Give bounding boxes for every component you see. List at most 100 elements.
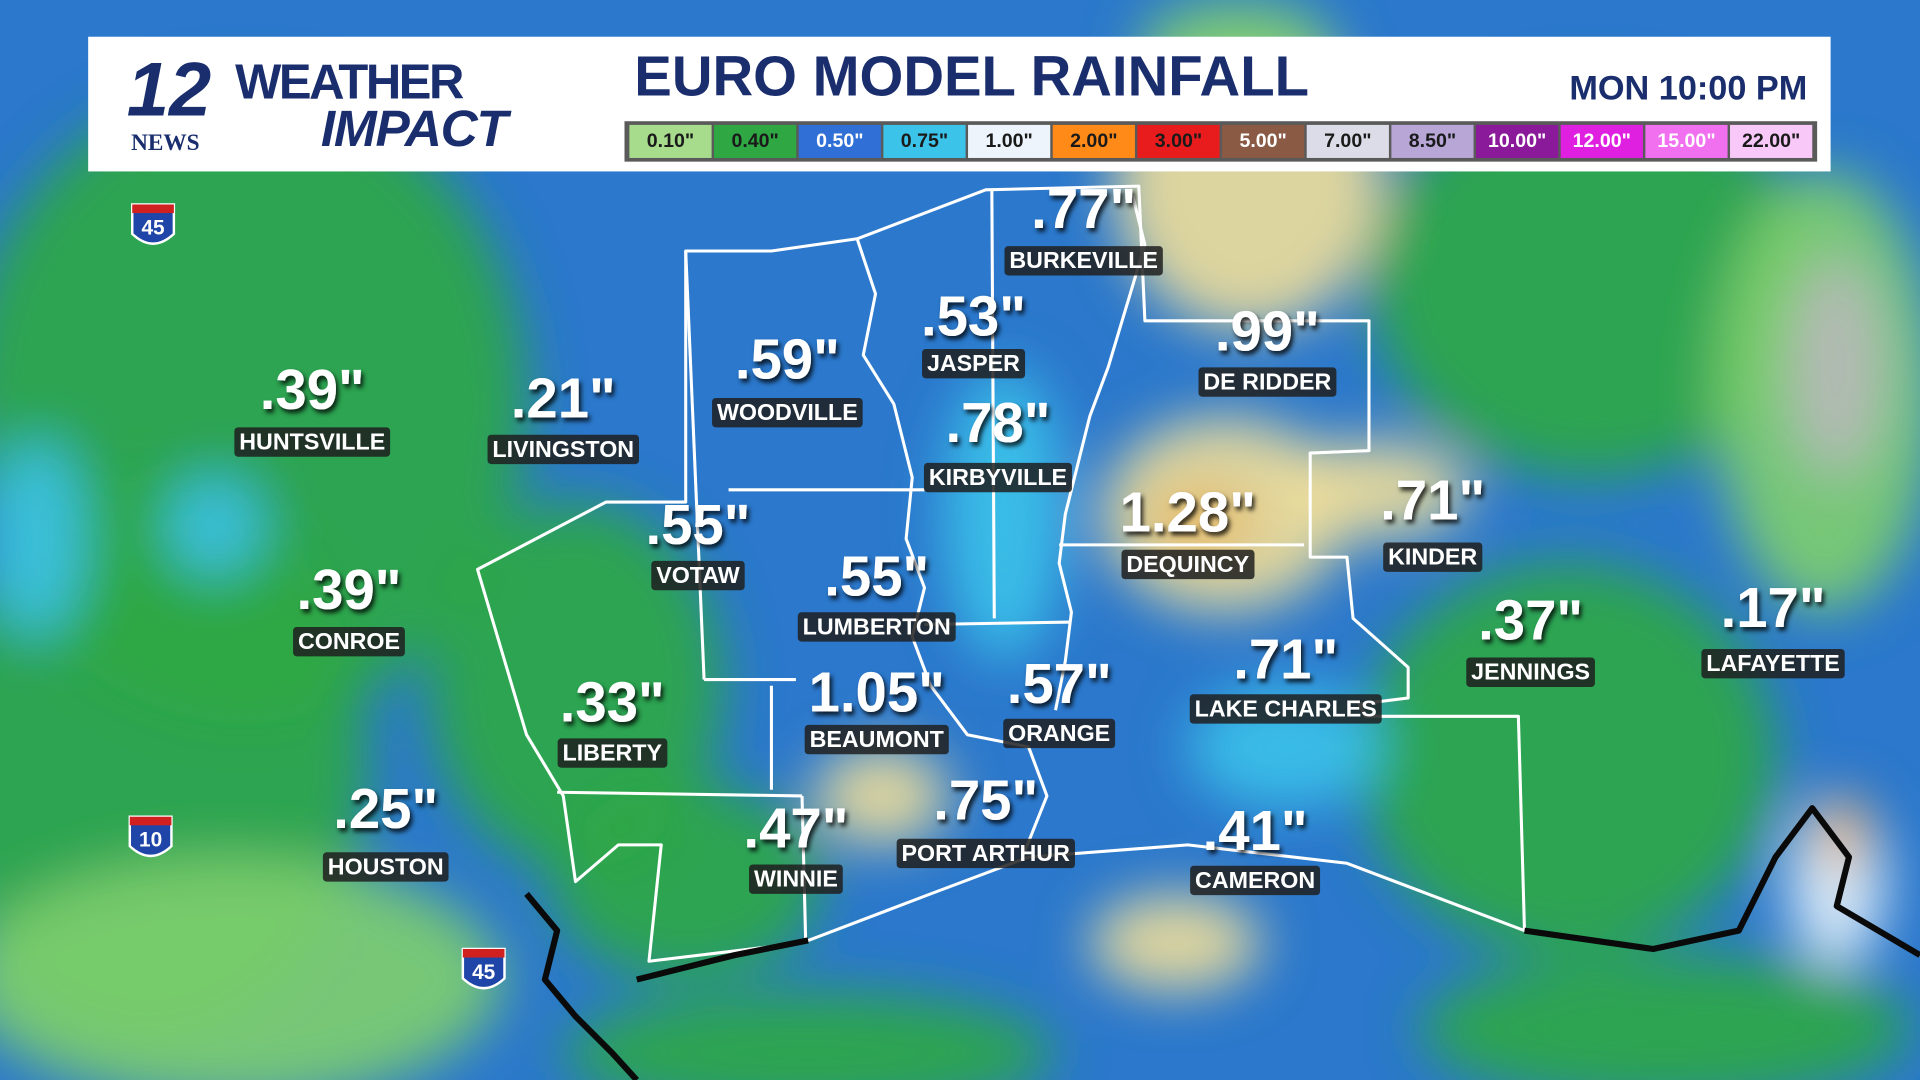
- rainfall-value: .71": [1233, 628, 1338, 691]
- legend-label: 8.50": [1409, 130, 1456, 152]
- name-box: [749, 864, 843, 894]
- header-title: EURO MODEL RAINFALL: [634, 45, 1309, 108]
- legend-label: 0.40": [731, 130, 778, 152]
- rainfall-value: .39": [260, 358, 365, 421]
- header: 12 NEWS WEATHER IMPACT EURO MODEL RAINFA…: [88, 36, 1831, 172]
- highway-shield-top: [132, 204, 174, 214]
- rainfall-value: .59": [735, 328, 840, 391]
- legend-label: 7.00": [1324, 130, 1371, 152]
- name-box: [1701, 648, 1845, 679]
- location-name: LUMBERTON: [803, 613, 951, 639]
- rainfall-value: 1.28": [1120, 481, 1256, 544]
- coast-texas: [524, 891, 639, 1080]
- location: HOUSTON .25": [322, 777, 449, 882]
- rain-blob: [1420, 955, 1911, 1080]
- location: LAKE CHARLES .71": [1189, 628, 1382, 724]
- rain-blob: [1371, 85, 1813, 478]
- rain-blob: [1818, 795, 1868, 870]
- location-name: LIVINGSTON: [492, 436, 634, 462]
- location: ORANGE .57": [1003, 652, 1116, 749]
- highway-shield-top: [129, 816, 172, 826]
- location-name: DE RIDDER: [1203, 368, 1331, 394]
- rain-blob: [551, 783, 821, 980]
- location-name: LAKE CHARLES: [1195, 695, 1377, 721]
- legend: 0.10" 0.40" 0.50" 0.75" 1.00" 2.00" 3.00" 5.00"…: [629, 124, 1813, 158]
- rain-blob: [165, 477, 264, 576]
- name-box: [1190, 865, 1321, 896]
- highway-number: 10: [139, 829, 162, 852]
- location-name: BURKEVILLE: [1009, 247, 1158, 273]
- legend-swatch: [1222, 124, 1305, 158]
- legend-swatch: [1476, 124, 1559, 158]
- logo-line2: IMPACT: [321, 99, 513, 157]
- rain-blob: [1089, 893, 1262, 992]
- highway-shield: [131, 203, 176, 245]
- rain-blob: [942, 367, 1066, 662]
- name-box: [1198, 367, 1337, 397]
- location-name: WINNIE: [754, 866, 838, 892]
- rainfall-value: .39": [296, 558, 401, 621]
- rainfall-value: .17": [1721, 576, 1826, 639]
- location: JENNINGS .37": [1466, 588, 1595, 687]
- name-box: [322, 852, 449, 882]
- name-box: [1466, 657, 1595, 687]
- name-box: [804, 724, 949, 755]
- rainfall-value: .21": [511, 367, 616, 430]
- location: PORT ARTHUR .75": [896, 768, 1075, 869]
- location: LIBERTY .33": [557, 670, 668, 768]
- location: WOODVILLE .59": [712, 328, 863, 428]
- legend-label: 3.00": [1155, 130, 1202, 152]
- rainfall-value: .47": [743, 797, 848, 860]
- legend-swatch: [714, 124, 797, 158]
- rainfall-value: .71": [1380, 468, 1485, 531]
- highway-shield: [128, 815, 173, 858]
- name-box: [557, 738, 668, 768]
- legend-swatch: [1730, 124, 1813, 158]
- legend-label: 1.00": [985, 130, 1032, 152]
- rainfall-value: .53": [921, 285, 1026, 348]
- location-name: KINDER: [1388, 544, 1477, 570]
- highway-shield-top: [462, 948, 505, 958]
- location: CAMERON .41": [1190, 799, 1321, 896]
- location-name: JASPER: [927, 350, 1020, 376]
- rain-blob: [1359, 563, 1776, 956]
- location-name: HUNTSVILLE: [239, 428, 385, 454]
- name-box: [1121, 549, 1255, 580]
- legend-label: 12.00": [1573, 130, 1631, 152]
- rainfall-value: .37": [1478, 588, 1583, 651]
- location-name: LAFAYETTE: [1706, 650, 1840, 676]
- legend-swatch: [1645, 124, 1728, 158]
- legend-swatch: [798, 124, 881, 158]
- rainfall-value: .77": [1031, 177, 1136, 240]
- name-box: [651, 560, 745, 591]
- location-name: KIRBYVILLE: [929, 464, 1067, 490]
- rain-blob: [814, 746, 949, 845]
- location: BURKEVILLE .77": [1004, 177, 1163, 276]
- location: HUNTSVILLE .39": [234, 358, 391, 457]
- legend-label: 22.00": [1742, 130, 1800, 152]
- location: DEQUINCY 1.28": [1120, 481, 1256, 580]
- name-box: [293, 626, 405, 657]
- rain-blob: [1787, 257, 1886, 478]
- rainfall-value: .57": [1007, 652, 1112, 715]
- legend-label: 10.00": [1488, 130, 1546, 152]
- rain-blob: [0, 440, 86, 637]
- rainfall-value: .55": [645, 493, 750, 556]
- location: LUMBERTON .55": [797, 544, 956, 642]
- rain-blob: [563, 991, 1053, 1080]
- coast-louisiana: [1524, 805, 1920, 958]
- legend-swatch: [968, 124, 1051, 158]
- coastline: [524, 805, 1920, 1080]
- rainfall-value: .78": [945, 391, 1050, 454]
- highway-number: 45: [141, 216, 164, 239]
- location-name: CONROE: [298, 628, 400, 654]
- location: LAFAYETTE .17": [1701, 576, 1845, 679]
- rainfall-value: .41": [1203, 799, 1308, 862]
- legend-label: 0.10": [647, 130, 694, 152]
- highway-shields: 45 10 45: [128, 203, 506, 990]
- legend-swatch: [1052, 124, 1135, 158]
- location: DE RIDDER .99": [1198, 299, 1337, 397]
- header-time: MON 10:00 PM: [1569, 70, 1807, 108]
